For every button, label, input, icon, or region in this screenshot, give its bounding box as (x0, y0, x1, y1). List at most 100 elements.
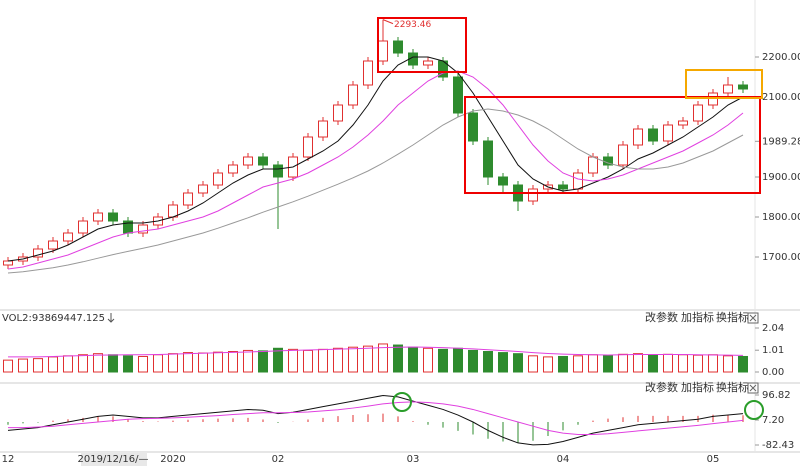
volume-bar (588, 354, 598, 373)
candle-body (258, 156, 268, 166)
candle-body (63, 232, 73, 242)
candle-body (348, 84, 358, 106)
candle-body (663, 124, 673, 142)
candle-body (648, 128, 658, 142)
volume-bar (453, 347, 463, 373)
candle-body (573, 172, 583, 190)
volume-bar (513, 353, 523, 373)
y-tick-label: 1.01 (762, 345, 784, 356)
candle-body (108, 212, 118, 222)
x-tick-label: 2020 (160, 454, 185, 465)
volume-bar (738, 355, 748, 373)
arrow-icon (107, 313, 115, 323)
y-tick-label: 1700.00 (762, 252, 800, 263)
volume-bar (18, 358, 28, 373)
cursor-label: 2019/12/16/— (77, 454, 148, 465)
candle-body (303, 136, 313, 158)
highlight-circle (744, 400, 764, 420)
candle-body (453, 76, 463, 114)
layers: 2200.00 2100.00 1989.28 1900.00 1800.00 1700.… (2, 19, 800, 466)
candle-body (3, 260, 13, 266)
candle-body (633, 128, 643, 146)
candle-body (48, 240, 58, 250)
candle-body (183, 192, 193, 206)
volume-bar (78, 354, 88, 373)
y-tick-label: 0.00 (762, 367, 784, 378)
indicator-line (8, 401, 744, 436)
candle-body (693, 104, 703, 122)
candle-body (423, 60, 433, 66)
candle-body (723, 84, 733, 94)
volume-bar (258, 350, 268, 373)
volume-bar (168, 353, 178, 373)
y-tick-label: -82.43 (762, 440, 794, 451)
volume-bar (378, 343, 388, 373)
y-tick-label: 2.04 (762, 323, 784, 334)
y-tick-label: 1989.28 (762, 136, 800, 147)
volume-bar (483, 351, 493, 373)
volume-bar (228, 351, 238, 373)
candle-body (558, 184, 568, 190)
candle-body (393, 40, 403, 54)
tool-button[interactable]: 加指标 (681, 380, 714, 394)
candle-body (588, 156, 598, 174)
candle-body (528, 188, 538, 202)
candle-body (78, 220, 88, 234)
y-tick-label: 2100.00 (762, 92, 800, 103)
x-tick-label: 03 (407, 454, 420, 465)
y-tick-label: 1800.00 (762, 212, 800, 223)
volume-bar (678, 354, 688, 373)
highlight-box (685, 69, 763, 99)
cursor-label-bg (81, 452, 147, 466)
tool-button[interactable]: 加指标 (681, 310, 714, 324)
volume-bar (558, 355, 568, 373)
highlight-box (377, 17, 467, 73)
volume-bar (633, 353, 643, 373)
volume-bar (648, 354, 658, 373)
tool-button[interactable]: 换指标 (716, 310, 749, 324)
candle-body (273, 164, 283, 178)
y-tick-label: 7.20 (762, 415, 784, 426)
volume-bar (423, 347, 433, 373)
x-tick-label: 05 (707, 454, 720, 465)
volume-bar (663, 353, 673, 373)
volume-bar (243, 349, 253, 373)
tool-button[interactable]: 改参数 (645, 310, 678, 324)
close-button[interactable] (747, 312, 759, 324)
max-pointer (382, 19, 394, 25)
indicator-line (7, 70, 744, 270)
indicator-line (7, 56, 744, 262)
volume-bar (393, 344, 403, 373)
volume-bar (3, 359, 13, 373)
candle-body (618, 144, 628, 166)
candle-body (363, 60, 373, 86)
volume-bar (108, 354, 118, 373)
volume-bar (528, 355, 538, 373)
highlight-circle (392, 392, 412, 412)
x-tick-label: 04 (557, 454, 570, 465)
candle-body (243, 156, 253, 166)
candle-body (138, 224, 148, 234)
volume-bar (303, 349, 313, 373)
volume-bar (543, 356, 553, 373)
candle-body (333, 104, 343, 122)
volume-bar (288, 348, 298, 373)
close-button[interactable] (747, 382, 759, 394)
volume-bar (438, 348, 448, 373)
candle-body (378, 40, 388, 62)
volume-bar (153, 354, 163, 373)
volume-bar (273, 347, 283, 373)
tool-button[interactable]: 改参数 (645, 380, 678, 394)
max-label: 2293.46 (394, 20, 431, 30)
y-tick-label: 2200.00 (762, 52, 800, 63)
volume-bar (408, 346, 418, 373)
y-tick-label: 1900.00 (762, 172, 800, 183)
volume-bar (363, 345, 373, 373)
x-tick-label: 02 (272, 454, 285, 465)
candle-body (318, 120, 328, 138)
y-tick-label: 96.82 (762, 390, 791, 401)
tool-button[interactable]: 换指标 (716, 380, 749, 394)
candle-body (168, 204, 178, 218)
